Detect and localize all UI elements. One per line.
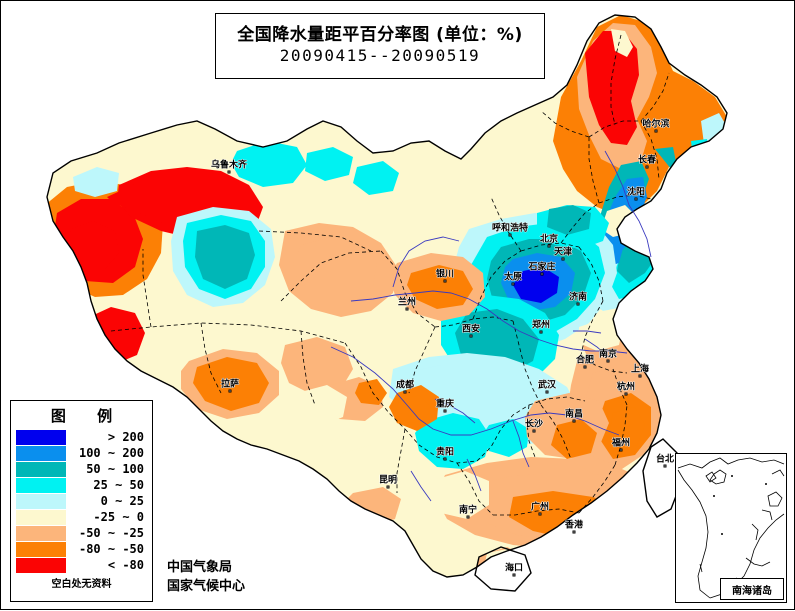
city-marker-dot [405,307,409,311]
legend-title: 图 例 [50,407,126,425]
city-marker-dot [576,302,580,306]
title-box: 全国降水量距平百分率图 (单位：%) 20090415--20090519 [215,13,545,79]
city-marker-dot [511,282,515,286]
legend-note: 空白处无资料 [51,579,112,590]
legend-rows: > 200 100 ~ 200 50 ~ 100 25 ~ 50 0 ~ 25 -25 ~… [11,429,152,573]
legend-box: 图 例 > 200 100 ~ 200 50 ~ 100 25 ~ 50 0 ~ 25 -… [10,400,153,602]
legend-label: -50 ~ -25 [78,526,144,540]
legend-swatch [16,445,66,461]
city-marker-dot [386,485,390,489]
national-boundary [46,14,728,592]
city-marker-dot [634,197,638,201]
city-marker-dot [545,390,549,394]
city-marker-dot [638,374,642,378]
city-marker-dot [572,530,576,534]
city-marker-dot [561,257,565,261]
city-marker-dot [540,272,544,276]
city-marker-dot [443,457,447,461]
city-marker-dot [572,419,576,423]
legend-swatch [16,429,66,445]
legend-label: 100 ~ 200 [78,446,144,460]
legend-row: 50 ~ 100 [11,461,152,477]
inset-label: 南海诸岛 [720,578,784,600]
south-china-sea-inset: 南海诸岛 [675,453,787,603]
attribution-line-1: 中国气象局 [167,560,233,575]
city-marker-dot [227,170,231,174]
legend-row: < -80 [11,557,152,573]
city-marker-dot [654,129,658,133]
city-marker-dot [583,365,587,369]
city-marker-dot [508,233,512,237]
legend-label: 0 ~ 25 [100,494,144,508]
legend-swatch [16,525,66,541]
legend-row: 100 ~ 200 [11,445,152,461]
legend-row: -80 ~ -50 [11,541,152,557]
legend-row: -50 ~ -25 [11,525,152,541]
city-marker-dot [532,429,536,433]
city-marker-dot [619,448,623,452]
city-marker-dot [466,515,470,519]
legend-label: > 200 [107,430,144,444]
city-marker-dot [228,389,232,393]
legend-label: -25 ~ 0 [93,510,144,524]
legend-label: < -80 [107,558,144,572]
map-title: 全国降水量距平百分率图 (单位：%) [237,24,523,45]
city-marker-dot [645,165,649,169]
city-marker-dot [469,334,473,338]
legend-row: > 200 [11,429,152,445]
legend-swatch [16,461,66,477]
city-marker-dot [538,512,542,516]
legend-swatch [16,509,66,525]
legend-swatch [16,557,66,573]
city-marker-dot [624,392,628,396]
legend-row: 0 ~ 25 [11,493,152,509]
city-marker-dot [663,464,667,468]
city-marker-dot [547,244,551,248]
city-marker-dot [606,359,610,363]
city-marker-dot [512,573,516,577]
provincial-boundaries [110,34,670,516]
rivers [330,150,652,502]
legend-swatch [16,541,66,557]
city-marker-dot [403,390,407,394]
attribution: 中国气象局 国家气候中心 [167,559,245,597]
legend-swatch [16,493,66,509]
legend-swatch [16,477,66,493]
city-marker-dot [443,409,447,413]
legend-label: 25 ~ 50 [93,478,144,492]
legend-label: 50 ~ 100 [86,462,144,476]
city-marker-dot [539,330,543,334]
legend-row: -25 ~ 0 [11,509,152,525]
legend-label: -80 ~ -50 [78,542,144,556]
attribution-line-2: 国家气候中心 [167,578,246,594]
legend-row: 25 ~ 50 [11,477,152,493]
city-marker-dot [443,279,447,283]
map-period: 20090415--20090519 [279,46,481,66]
